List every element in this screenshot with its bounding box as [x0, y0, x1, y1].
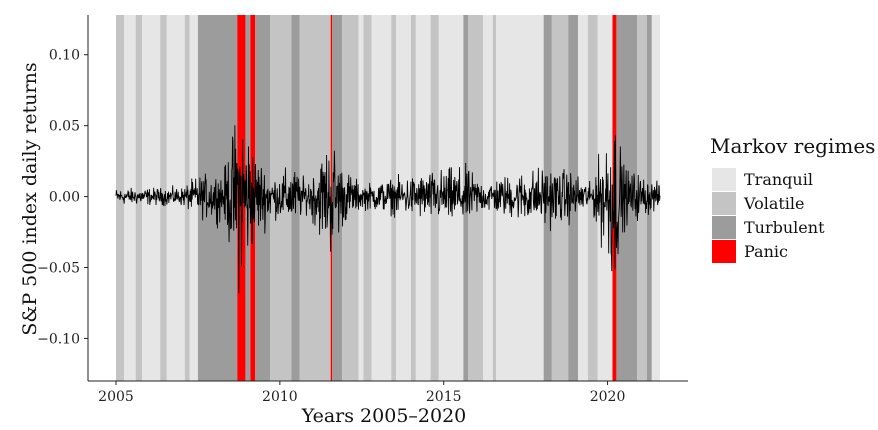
- legend-title: Markov regimes: [710, 134, 875, 158]
- regime-band-volatile: [184, 15, 190, 381]
- legend-swatch-turbulent: [712, 216, 736, 239]
- legend: Markov regimes Tranquil Volatile Turbulent…: [710, 134, 875, 263]
- y-axis-title: S&P 500 index daily returns: [19, 62, 41, 335]
- regime-band-panic: [330, 15, 333, 381]
- legend-swatch-volatile: [712, 192, 736, 215]
- legend-swatch-tranquil: [712, 168, 736, 191]
- y-tick-label: 0.00: [49, 190, 80, 206]
- regime-band-tranquil: [371, 15, 392, 381]
- x-tick-label: 2015: [426, 389, 462, 405]
- axes: [87, 15, 688, 382]
- legend-label-volatile: Volatile: [743, 194, 805, 213]
- y-tick-label: 0.05: [49, 119, 80, 135]
- y-tick-label: 0.10: [49, 48, 80, 64]
- regime-band-turbulent: [332, 15, 343, 381]
- x-tick-label: 2005: [98, 389, 134, 405]
- x-axis-title: Years 2005–2020: [301, 405, 467, 427]
- regime-band-volatile: [270, 15, 292, 381]
- x-ticks: 2005 2010 2015 2020: [98, 381, 625, 405]
- y-tick-label: −0.10: [37, 331, 80, 347]
- regime-band-tranquil: [189, 15, 198, 381]
- x-tick-label: 2020: [590, 389, 626, 405]
- legend-swatch-panic: [712, 240, 736, 263]
- regime-band-volatile: [410, 15, 416, 381]
- legend-label-turbulent: Turbulent: [744, 218, 825, 237]
- y-ticks: −0.10 −0.05 0.00 0.05 0.10: [37, 48, 88, 347]
- returns-line: [115, 125, 661, 294]
- x-tick-label: 2010: [262, 389, 298, 405]
- y-tick-label: −0.05: [37, 261, 80, 277]
- regime-band-volatile: [468, 15, 484, 381]
- returns-series: [115, 125, 661, 294]
- legend-label-panic: Panic: [744, 242, 788, 261]
- legend-label-tranquil: Tranquil: [744, 170, 813, 189]
